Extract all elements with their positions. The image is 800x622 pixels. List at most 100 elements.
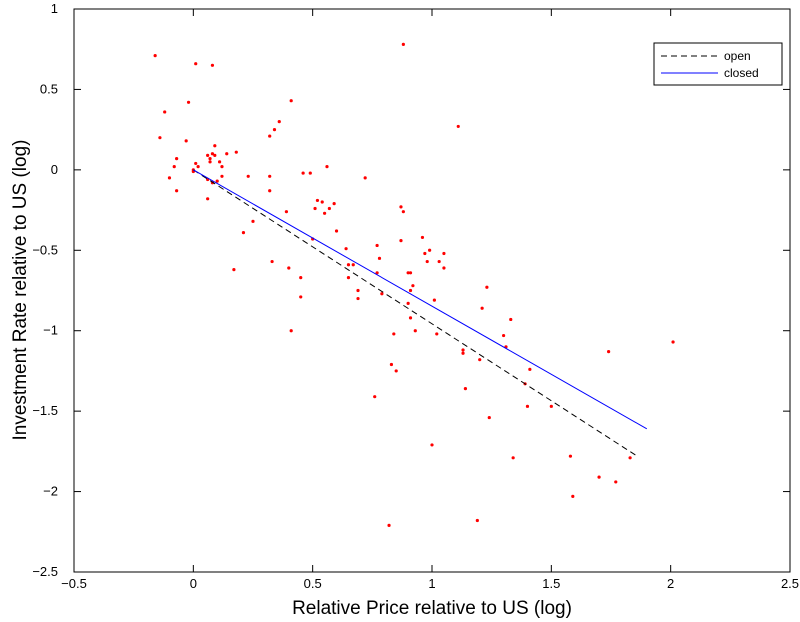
data-point — [406, 271, 410, 275]
open-fit-line — [193, 169, 638, 457]
data-point — [389, 362, 394, 367]
data-point — [268, 189, 272, 193]
legend: open closed — [653, 42, 783, 86]
data-point — [287, 266, 291, 270]
data-point — [299, 295, 303, 299]
fit-lines — [193, 169, 648, 457]
data-point — [315, 198, 320, 203]
data-point — [597, 475, 601, 479]
data-point — [420, 235, 425, 240]
data-point — [394, 369, 398, 373]
data-point — [456, 124, 460, 129]
data-points — [153, 42, 675, 527]
x-tick-label: 2.5 — [781, 576, 799, 591]
data-point — [442, 251, 446, 256]
data-point — [442, 266, 446, 270]
data-point — [206, 197, 210, 201]
data-point — [194, 161, 198, 166]
data-point — [220, 165, 224, 169]
x-tick-label: 1 — [428, 576, 435, 591]
data-point — [323, 211, 327, 215]
data-point — [432, 298, 436, 302]
data-point — [401, 42, 405, 46]
data-point — [268, 134, 272, 138]
x-tick-label: −0.5 — [61, 576, 87, 591]
data-point — [325, 165, 329, 169]
y-tick-label: 0.5 — [40, 81, 58, 96]
data-point — [344, 247, 348, 251]
data-point — [241, 230, 246, 235]
data-point — [549, 404, 553, 408]
y-tick-label: 0 — [51, 162, 58, 177]
y-tick-label: −1.5 — [32, 403, 58, 418]
x-tick-label: 0.5 — [304, 576, 322, 591]
data-point — [478, 358, 482, 362]
data-point — [234, 150, 238, 154]
data-point — [406, 301, 410, 305]
y-tick-label: −0.5 — [32, 242, 58, 257]
data-point — [251, 219, 255, 223]
data-point — [270, 259, 274, 264]
data-point — [401, 210, 405, 214]
data-point — [206, 153, 210, 157]
data-point — [210, 152, 215, 156]
data-point — [377, 256, 382, 260]
data-point — [172, 165, 176, 169]
data-point — [327, 206, 331, 211]
data-point — [428, 248, 432, 252]
data-point — [277, 120, 281, 124]
data-point — [387, 523, 391, 527]
data-point — [284, 210, 289, 214]
data-point — [463, 387, 468, 391]
data-point — [356, 288, 360, 293]
y-axis-label: Investment Rate relative to US (log) — [10, 140, 31, 441]
data-point — [153, 54, 157, 58]
data-point — [272, 128, 277, 132]
data-point — [194, 62, 198, 66]
data-point — [525, 404, 530, 408]
data-point — [411, 284, 415, 288]
data-point — [425, 259, 429, 264]
data-point — [308, 171, 312, 175]
data-point — [196, 165, 200, 169]
data-point — [175, 156, 179, 161]
data-point — [571, 494, 575, 498]
data-point — [268, 174, 272, 178]
data-point — [430, 443, 434, 447]
x-tick-label: 0 — [190, 576, 197, 591]
data-point — [502, 333, 506, 338]
data-point — [217, 160, 222, 164]
legend-closed-label: closed — [724, 66, 759, 80]
data-point — [167, 176, 172, 180]
data-point — [408, 271, 413, 275]
data-point — [487, 415, 491, 420]
data-point — [373, 395, 377, 399]
legend-box — [653, 42, 783, 86]
data-point — [301, 171, 305, 175]
data-point — [614, 480, 618, 484]
data-point — [225, 152, 229, 156]
data-point — [413, 329, 417, 333]
data-point — [213, 144, 217, 148]
data-point — [163, 110, 167, 114]
data-point — [408, 316, 413, 320]
data-point — [346, 276, 351, 280]
data-point — [461, 351, 465, 355]
data-point — [437, 259, 441, 264]
data-point — [408, 288, 413, 293]
data-point — [186, 100, 191, 104]
data-point — [246, 174, 250, 178]
y-tick-label: −2 — [43, 484, 58, 499]
data-point — [380, 292, 384, 296]
data-point — [351, 263, 355, 267]
axis-tick-labels: −0.5 0 0.5 1 1.5 2 2.5 −2.5 −2 −1.5 −1 −0.5 0 0.5 1 — [32, 1, 799, 591]
data-point — [213, 153, 217, 157]
data-point — [399, 205, 403, 209]
data-point — [320, 200, 324, 204]
x-tick-label: 2 — [667, 576, 674, 591]
data-point — [607, 350, 611, 354]
data-point — [480, 306, 484, 310]
data-point — [628, 456, 632, 460]
data-point — [220, 174, 224, 178]
x-tick-label: 1.5 — [542, 576, 560, 591]
